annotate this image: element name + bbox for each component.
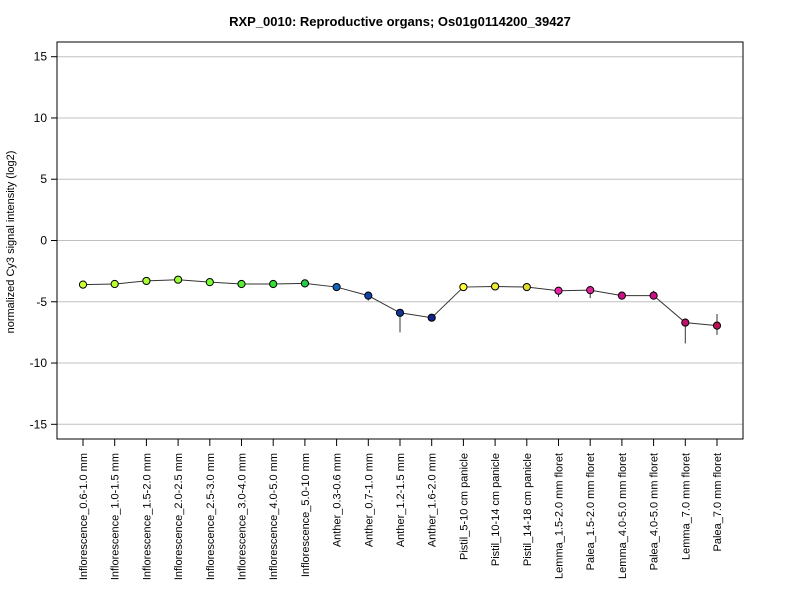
x-tick-label: Anther_1.6-2.0 mm	[427, 453, 439, 547]
y-tick-label: 5	[40, 172, 47, 186]
data-point	[554, 286, 563, 295]
x-tick-label: Inflorescence_4.0-5.0 mm	[268, 453, 280, 580]
x-tick-label: Palea_1.5-2.0 mm floret	[585, 453, 597, 570]
data-point	[269, 279, 278, 289]
x-tick-label: Anther_1.2-1.5 mm	[395, 453, 407, 547]
x-tick-label: Inflorescence_3.0-4.0 mm	[237, 453, 249, 580]
x-tick-label: Inflorescence_2.5-3.0 mm	[205, 453, 217, 580]
x-tick-label: Inflorescence_1.5-2.0 mm	[141, 453, 153, 580]
x-tick-label: Lemma_1.5-2.0 mm floret	[554, 453, 566, 579]
data-point	[174, 275, 183, 284]
data-point	[681, 318, 690, 327]
grid-lines	[57, 56, 743, 425]
x-tick-label: Inflorescence_1.0-1.5 mm	[110, 453, 122, 580]
data-point	[142, 276, 151, 286]
data-point	[649, 291, 658, 300]
data-point	[78, 280, 88, 289]
chart-title: RXP_0010: Reproductive organs; Os01g0114…	[229, 14, 571, 29]
data-point	[300, 279, 309, 288]
y-tick-label: -10	[30, 356, 48, 370]
data-point	[237, 279, 246, 289]
y-tick-label: 10	[34, 111, 48, 125]
x-tick-label: Palea_7.0 mm floret	[712, 453, 724, 551]
x-tick-label: Lemma_4.0-5.0 mm floret	[617, 453, 629, 579]
y-tick-label: 15	[34, 50, 48, 64]
data-point	[586, 286, 595, 295]
data-point	[205, 278, 214, 287]
y-tick-label: -15	[30, 417, 48, 431]
y-tick-label: 0	[40, 234, 47, 248]
data-point	[332, 282, 341, 292]
x-tick-label: Pistil_14-18 cm panicle	[522, 453, 534, 566]
x-tick-label: Anther_0.3-0.6 mm	[332, 453, 344, 547]
data-point	[427, 313, 436, 322]
data-point	[491, 282, 500, 291]
x-tick-label: Anther_0.7-1.0 mm	[363, 453, 375, 547]
x-tick-label: Pistil_5-10 cm panicle	[458, 453, 470, 560]
data-point	[522, 282, 531, 292]
y-tick-label: -5	[36, 295, 47, 309]
x-tick-label: Inflorescence_2.0-2.5 mm	[173, 453, 185, 580]
y-axis: 15 10 5 0 -5 -10 -15	[30, 50, 57, 431]
data-point	[364, 291, 373, 300]
data-point	[617, 291, 627, 300]
data-point	[110, 279, 119, 289]
data-point	[459, 282, 468, 292]
x-tick-label: Palea_4.0-5.0 mm floret	[649, 453, 661, 570]
data-point	[712, 321, 722, 330]
data-point	[395, 308, 405, 317]
y-axis-label: normalized Cy3 signal intensity (log2)	[5, 151, 17, 334]
x-tick-label: Pistil_10-14 cm panicle	[490, 453, 502, 566]
x-axis: Inflorescence_0.6-1.0 mm Inflorescence_1.…	[78, 439, 724, 580]
series	[78, 275, 722, 344]
x-tick-label: Lemma_7.0 mm floret	[680, 453, 692, 560]
x-tick-label: Inflorescence_0.6-1.0 mm	[78, 453, 90, 580]
x-tick-label: Inflorescence_5.0-10 mm	[300, 453, 312, 577]
